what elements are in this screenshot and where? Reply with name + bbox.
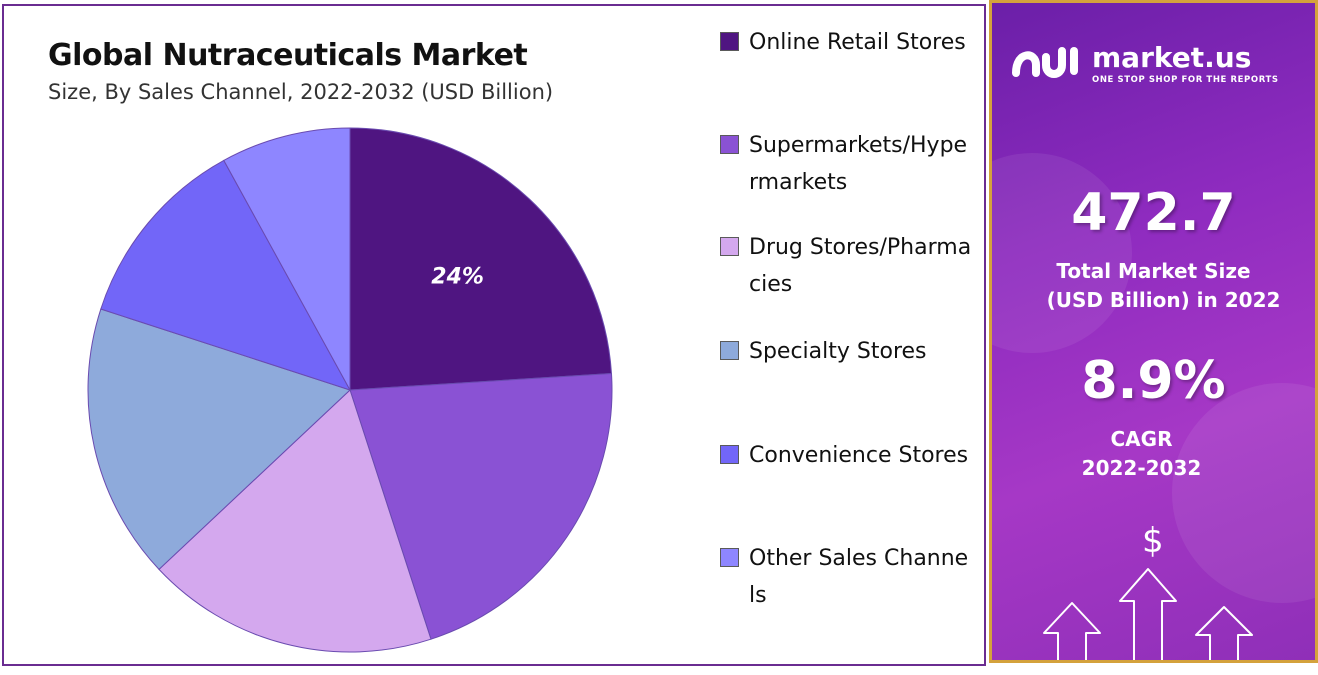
brand-name: market.us	[1092, 41, 1252, 74]
legend-swatch	[720, 135, 739, 154]
market-size-label-line2: (USD Billion) in 2022	[1046, 288, 1281, 312]
info-panel: market.us ONE STOP SHOP FOR THE REPORTS …	[989, 0, 1318, 663]
cagr-period: 2022-2032	[1081, 456, 1202, 480]
cagr-label: CAGR	[1110, 427, 1173, 451]
market-size-value: 472.7	[1071, 183, 1236, 243]
cagr-value: 8.9%	[1081, 351, 1226, 411]
chart-subtitle: Size, By Sales Channel, 2022-2032 (USD B…	[48, 80, 554, 104]
pie-slice	[158, 389, 432, 653]
legend-swatch	[720, 32, 739, 51]
pie-chart: 24%	[87, 127, 613, 653]
pie-slice	[87, 308, 351, 571]
legend-label: Online Retail Stores	[749, 30, 966, 55]
growth-arrows	[1043, 568, 1253, 660]
legend-label: Supermarkets/Hypermarkets	[749, 133, 968, 195]
pie-slice	[349, 373, 613, 640]
legend-label: Specialty Stores	[749, 339, 927, 364]
market-us-logo-icon	[1012, 47, 1078, 78]
brand-tagline: ONE STOP SHOP FOR THE REPORTS	[1092, 75, 1279, 85]
chart-title: Global Nutraceuticals Market	[48, 38, 528, 73]
dollar-sign-icon: $	[1142, 521, 1164, 561]
legend-swatch	[720, 237, 739, 256]
pie-data-label: 24%	[431, 264, 484, 289]
legend-label: Drug Stores/Pharmacies	[749, 235, 972, 297]
legend-label: Convenience Stores	[749, 443, 969, 468]
legend-swatch	[720, 548, 739, 567]
legend-swatch	[720, 445, 739, 464]
legend-label: Other Sales Channels	[749, 546, 969, 608]
pie-slice	[223, 127, 351, 391]
market-size-label-line1: Total Market Size	[1056, 259, 1251, 283]
arrow-up-icon	[1195, 606, 1253, 660]
pie-slice	[349, 127, 613, 391]
chart-panel: 24% Global Nutraceuticals Market Size, B…	[2, 4, 986, 666]
arrow-up-icon	[1119, 568, 1177, 660]
legend-swatch	[720, 341, 739, 360]
arrow-up-icon	[1043, 602, 1101, 660]
pie-slice	[100, 159, 352, 391]
